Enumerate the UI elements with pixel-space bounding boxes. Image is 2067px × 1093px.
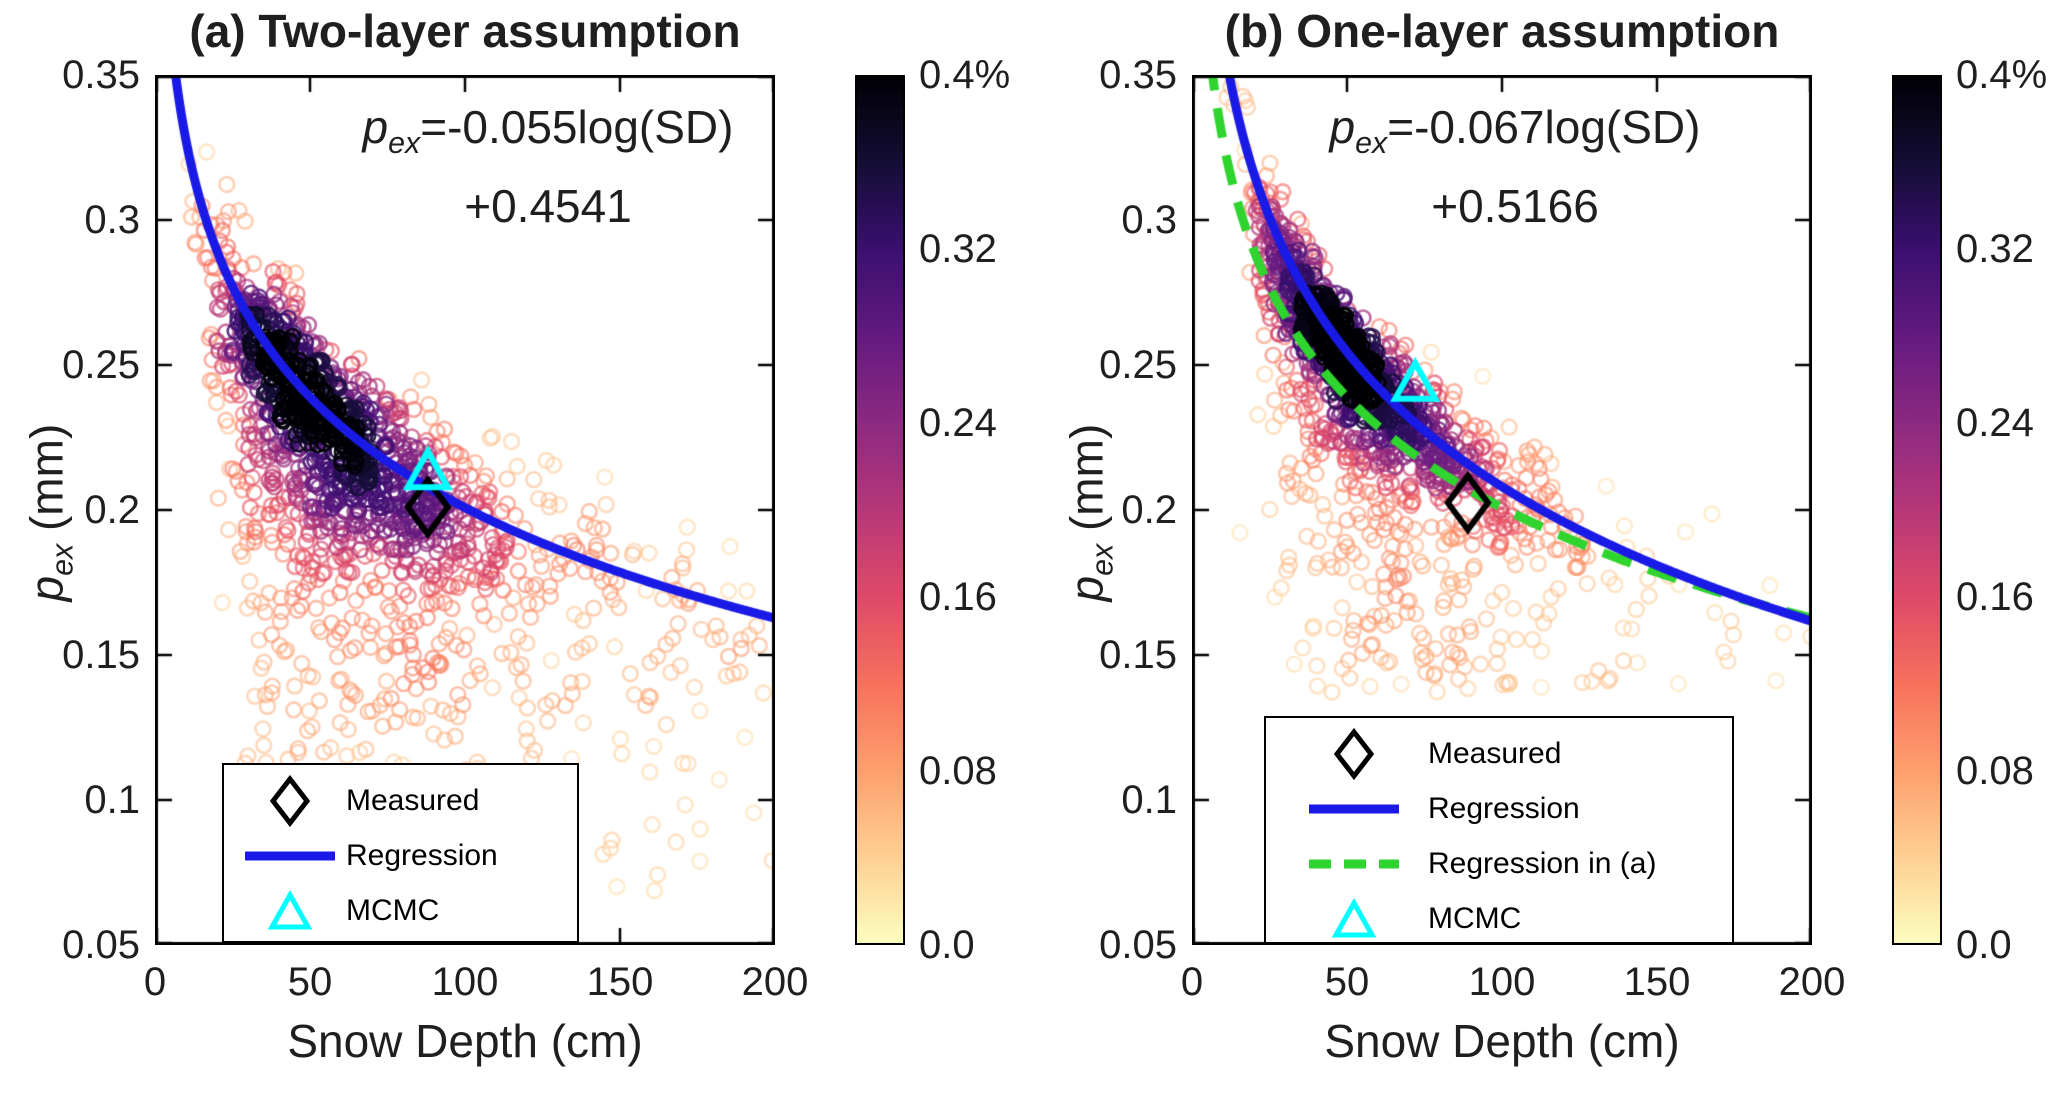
ylabel-symbol: p — [1060, 575, 1113, 602]
legend-item-regression: Regression — [234, 828, 577, 883]
legend-label-measured: Measured — [346, 783, 480, 817]
panel-a-colorbar-tick-label: 0.24 — [919, 401, 997, 445]
panel-a-colorbar-tick-label: 0.16 — [919, 575, 997, 619]
legend-item-mcmc: MCMC — [234, 883, 577, 938]
regression-line-icon — [1280, 803, 1428, 815]
panel-b-x-tick-label: 150 — [1623, 960, 1691, 1004]
panel-b-x-tick-label: 100 — [1468, 960, 1536, 1004]
panel-a-x-tick-label: 200 — [741, 960, 809, 1004]
ylabel-subscript: ex — [1086, 543, 1120, 576]
legend-label-regression: Regression — [1428, 791, 1580, 825]
panel-b-x-tick-label: 50 — [1324, 960, 1370, 1004]
ylabel-symbol: p — [20, 575, 73, 602]
panel-b-y-tick-label: 0.1 — [1121, 778, 1177, 822]
panel-a-y-tick-label: 0.3 — [84, 198, 140, 242]
panel-a-colorbar-tick-label: 0.0 — [919, 923, 975, 967]
panel-a-colorbar-tick-label: 0.32 — [919, 227, 997, 271]
panel-b-y-tick-label: 0.35 — [1099, 53, 1177, 97]
panel-a-title: (a) Two-layer assumption — [189, 5, 741, 57]
panel-b-colorbar-tick-label: 0.32 — [1956, 227, 2034, 271]
panel-a-y-tick-label: 0.2 — [84, 488, 140, 532]
equation-line-2: +0.5166 — [1431, 180, 1599, 233]
regression-line-icon — [234, 850, 346, 862]
panel-b-y-tick-label: 0.2 — [1121, 488, 1177, 532]
panel-a-x-tick-label: 0 — [143, 960, 167, 1004]
dashed-line-icon — [1280, 858, 1428, 870]
panel-b-y-tick-label: 0.05 — [1099, 923, 1177, 967]
ylabel-subscript: ex — [46, 543, 80, 576]
panel-b-colorbar-tick-label: 0.08 — [1956, 749, 2034, 793]
equation-line-1: pex=-0.055log(SD) — [288, 96, 808, 175]
panel-b-title: (b) One-layer assumption — [1224, 5, 1780, 57]
panel-b-colorbar-tick-label: 0.4% — [1956, 53, 2048, 97]
legend-item-mcmc: MCMC — [1280, 891, 1732, 946]
panel-a-colorbar-tick-label: 0.4% — [919, 53, 1011, 97]
legend-item-regression-in-a: Regression in (a) — [1280, 836, 1732, 891]
panel-b-y-tick-label: 0.3 — [1121, 198, 1177, 242]
panel-a-y-tick-label: 0.15 — [62, 633, 140, 677]
panel-a-x-tick-label: 150 — [586, 960, 654, 1004]
equation-symbol: p — [362, 101, 389, 153]
legend-label-measured: Measured — [1428, 736, 1562, 770]
legend-item-measured: Measured — [1280, 726, 1732, 781]
panel-b-y-tick-label: 0.15 — [1099, 633, 1177, 677]
diamond-marker-icon — [234, 774, 346, 827]
panel-b-x-tick-label: 200 — [1778, 960, 1846, 1004]
panel-a-y-tick-label: 0.35 — [62, 53, 140, 97]
panel-a-legend: Measured Regression MCMC — [222, 763, 579, 943]
legend-item-regression: Regression — [1280, 781, 1732, 836]
panel-b-y-tick-label: 0.25 — [1099, 343, 1177, 387]
equation-line-2: +0.4541 — [464, 180, 632, 233]
panel-a-y-tick-label: 0.05 — [62, 923, 140, 967]
equation-subscript: ex — [1355, 127, 1388, 161]
legend-label-mcmc: MCMC — [1428, 901, 1522, 935]
triangle-marker-icon — [1280, 897, 1428, 940]
panel-a-x-axis-label: Snow Depth (cm) — [287, 1015, 643, 1067]
panel-b-colorbar-tick-label: 0.16 — [1956, 575, 2034, 619]
panel-b-legend: Measured Regression Regression in (a) MC… — [1264, 716, 1734, 944]
equation-rhs: =-0.067log(SD) — [1387, 101, 1701, 153]
diamond-marker-icon — [1280, 727, 1428, 780]
equation-subscript: ex — [388, 127, 421, 161]
triangle-marker-icon — [234, 889, 346, 932]
panel-b-colorbar-tick-label: 0.0 — [1956, 923, 2012, 967]
legend-label-mcmc: MCMC — [346, 893, 440, 927]
panel-a-colorbar-tick-label: 0.08 — [919, 749, 997, 793]
equation-symbol: p — [1329, 101, 1356, 153]
legend-label-regression-in-a: Regression in (a) — [1428, 846, 1657, 880]
panel-a-y-tick-label: 0.25 — [62, 343, 140, 387]
equation-rhs: =-0.055log(SD) — [420, 101, 734, 153]
panel-a-equation: pex=-0.055log(SD) +0.4541 — [288, 96, 808, 237]
panel-a-x-tick-label: 50 — [287, 960, 333, 1004]
panel-b-x-axis-label: Snow Depth (cm) — [1324, 1015, 1680, 1067]
equation-line-1: pex=-0.067log(SD) — [1255, 96, 1775, 175]
panel-b-colorbar-tick-label: 0.24 — [1956, 401, 2034, 445]
panel-a-y-tick-label: 0.1 — [84, 778, 140, 822]
panel-b-colorbar — [1892, 75, 1942, 945]
panel-b-x-tick-label: 0 — [1180, 960, 1204, 1004]
panel-a-colorbar — [855, 75, 905, 945]
legend-item-measured: Measured — [234, 773, 577, 828]
panel-a-x-tick-label: 100 — [431, 960, 499, 1004]
panel-b-equation: pex=-0.067log(SD) +0.5166 — [1255, 96, 1775, 237]
legend-label-regression: Regression — [346, 838, 498, 872]
